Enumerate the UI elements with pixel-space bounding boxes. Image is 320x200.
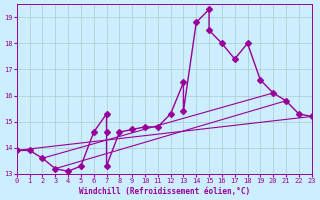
X-axis label: Windchill (Refroidissement éolien,°C): Windchill (Refroidissement éolien,°C) (79, 187, 250, 196)
